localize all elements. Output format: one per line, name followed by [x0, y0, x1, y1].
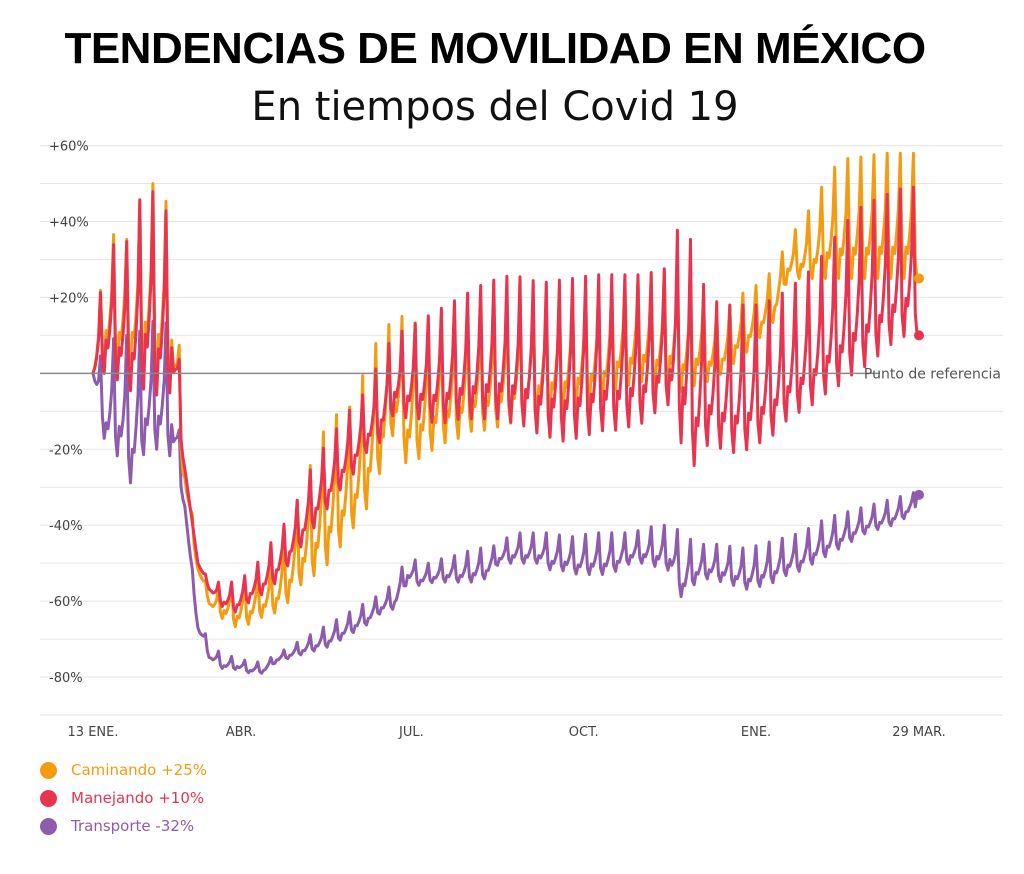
y-axis-ticks: +60% +40% +20% -20% -40% -60% -80% [49, 140, 89, 686]
series-line-caminando [91, 151, 921, 629]
legend-item-manejando: Manejando +10% [40, 784, 207, 812]
legend-label-caminando: Caminando +25% [71, 761, 208, 779]
legend-label-manejando: Manejando +10% [71, 789, 205, 807]
x-tick-label: JUL. [398, 725, 424, 740]
series-line-manejando [91, 185, 921, 614]
series-line-transporte [91, 319, 921, 675]
baseline-label: Punto de referencia [864, 366, 1001, 382]
series-end-dot [914, 489, 924, 500]
chart-subtitle: En tiempos del Covid 19 [251, 84, 739, 130]
legend-item-transporte: Transporte -32% [40, 812, 207, 840]
x-tick-label: 13 ENE. [68, 725, 119, 740]
transporte-dot-icon [40, 817, 57, 835]
x-tick-label: ENE. [741, 725, 771, 740]
legend: Caminando +25% Manejando +10% Transporte… [40, 756, 207, 840]
x-tick-label: 29 MAR. [892, 725, 946, 740]
manejando-dot-icon [40, 789, 57, 807]
series-end-dot [914, 273, 924, 284]
y-tick-label: -20% [49, 443, 83, 458]
caminando-dot-icon [40, 761, 57, 779]
y-tick-label: -40% [49, 519, 83, 534]
y-tick-label: +40% [49, 216, 89, 231]
x-axis-ticks: 13 ENE. ABR. JUL. OCT. ENE. 29 MAR. [68, 725, 946, 740]
y-tick-label: +60% [49, 140, 89, 155]
legend-item-caminando: Caminando +25% [40, 756, 207, 784]
series-lines [91, 151, 921, 675]
y-tick-label: -80% [49, 671, 83, 686]
legend-label-transporte: Transporte -32% [71, 817, 195, 835]
x-tick-label: ABR. [226, 725, 257, 740]
y-tick-label: +20% [49, 291, 89, 306]
chart-title: TENDENCIAS DE MOVILIDAD EN MÉXICO [64, 24, 926, 73]
series-end-dot [914, 330, 924, 341]
x-tick-label: OCT. [569, 725, 599, 740]
y-tick-label: -60% [49, 595, 83, 610]
series-end-dots [914, 273, 924, 500]
